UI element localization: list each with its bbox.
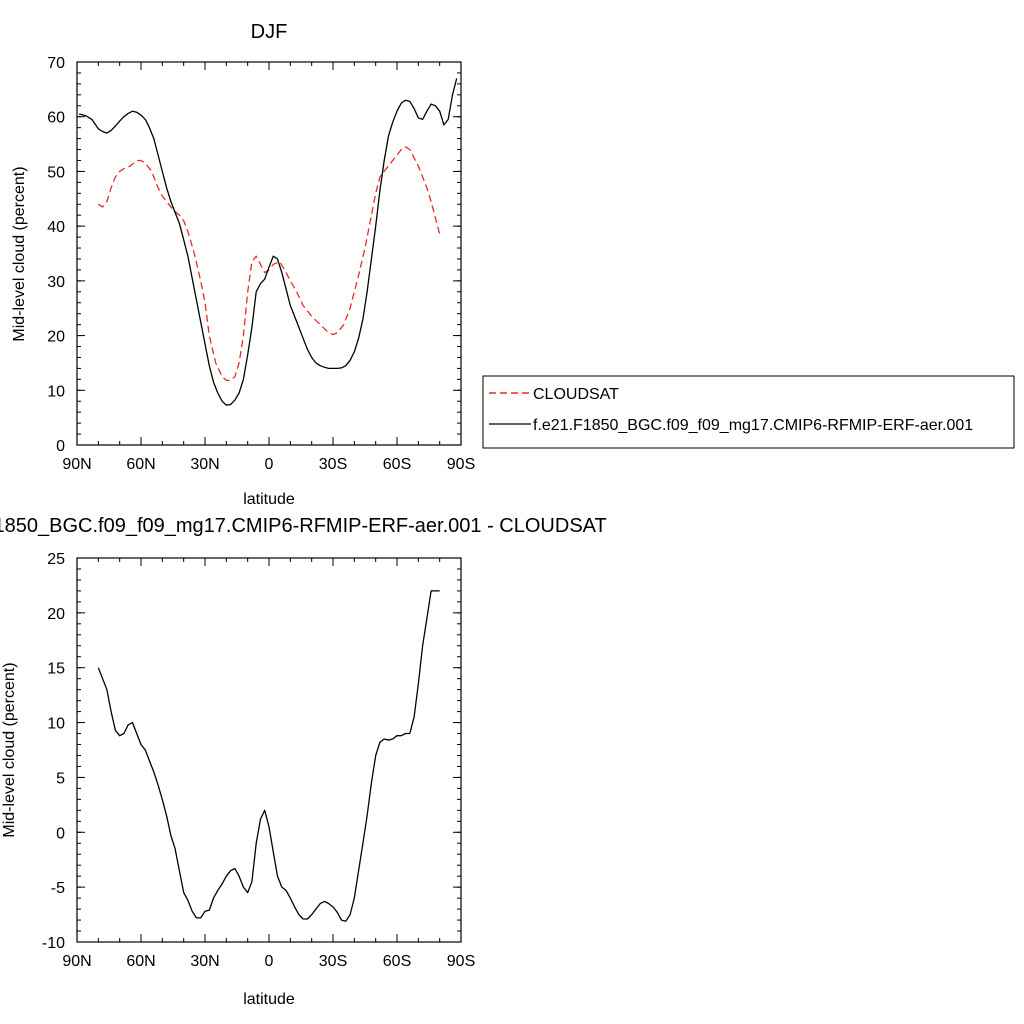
plot-frame xyxy=(76,61,462,446)
y-axis-label: Mid-level cloud (percent) xyxy=(1,662,18,837)
legend-label-model: f.e21.F1850_BGC.f09_f09_mg17.CMIP6-RFMIP… xyxy=(533,417,973,434)
x-tick-label: 30S xyxy=(319,953,347,970)
y-tick-label: 10 xyxy=(47,383,65,400)
y-tick-label: 0 xyxy=(56,438,65,455)
series-line-model xyxy=(78,78,458,406)
y-tick-label: 15 xyxy=(47,661,65,678)
panel-title: f.e21.F1850_BGC.f09_f09_mg17.CMIP6-RFMIP… xyxy=(0,515,607,537)
legend-label-cloudsat: CLOUDSAT xyxy=(533,386,619,403)
x-tick-label: 60S xyxy=(383,456,411,473)
y-tick-label: 10 xyxy=(47,716,65,733)
y-tick-label: 25 xyxy=(47,551,65,568)
plot-frame xyxy=(76,557,462,943)
x-tick-label: 90S xyxy=(447,953,475,970)
x-tick-label: 30N xyxy=(190,953,219,970)
y-axis-label: Mid-level cloud (percent) xyxy=(11,166,28,341)
plot-area xyxy=(78,78,458,406)
y-tick-label: 30 xyxy=(47,274,65,291)
y-tick-label: 20 xyxy=(47,606,65,623)
x-axis-label: latitude xyxy=(243,991,295,1008)
y-tick-label: 70 xyxy=(47,55,65,72)
legend-box xyxy=(482,375,1015,449)
difference-panel: f.e21.F1850_BGC.f09_f09_mg17.CMIP6-RFMIP… xyxy=(0,515,607,1008)
x-tick-label: 0 xyxy=(265,953,274,970)
x-tick-label: 90N xyxy=(62,953,91,970)
x-tick-label: 60N xyxy=(126,456,155,473)
y-tick-label: -5 xyxy=(51,880,65,897)
x-axis-label: latitude xyxy=(243,491,295,508)
x-tick-label: 90N xyxy=(62,456,91,473)
axis-ticks: 90N 60N 30N 0 30S 60S 90S 0 10 20 30 40 50 60 70 xyxy=(47,55,475,473)
y-tick-label: 5 xyxy=(56,770,65,787)
axis-ticks: 90N 60N 30N 0 30S 60S 90S -10 -5 0 5 10 15 20 25 xyxy=(42,551,475,970)
x-tick-label: 30N xyxy=(190,456,219,473)
y-tick-label: 20 xyxy=(47,329,65,346)
plot-area xyxy=(97,590,440,922)
series-line-cloudsat xyxy=(97,146,441,382)
x-tick-label: 30S xyxy=(319,456,347,473)
djf-panel: DJF Mid-level cloud (percent) latitude 9… xyxy=(11,21,475,508)
panel-title: DJF xyxy=(251,21,288,43)
x-tick-label: 0 xyxy=(265,456,274,473)
y-tick-label: -10 xyxy=(42,935,65,952)
series-line-model xyxy=(97,590,440,922)
legend: CLOUDSAT f.e21.F1850_BGC.f09_f09_mg17.CM… xyxy=(482,375,1015,449)
y-tick-label: 60 xyxy=(47,110,65,127)
x-tick-label: 60S xyxy=(383,953,411,970)
y-tick-label: 0 xyxy=(56,825,65,842)
x-tick-label: 60N xyxy=(126,953,155,970)
y-tick-label: 50 xyxy=(47,164,65,181)
y-tick-label: 40 xyxy=(47,219,65,236)
x-tick-label: 90S xyxy=(447,456,475,473)
